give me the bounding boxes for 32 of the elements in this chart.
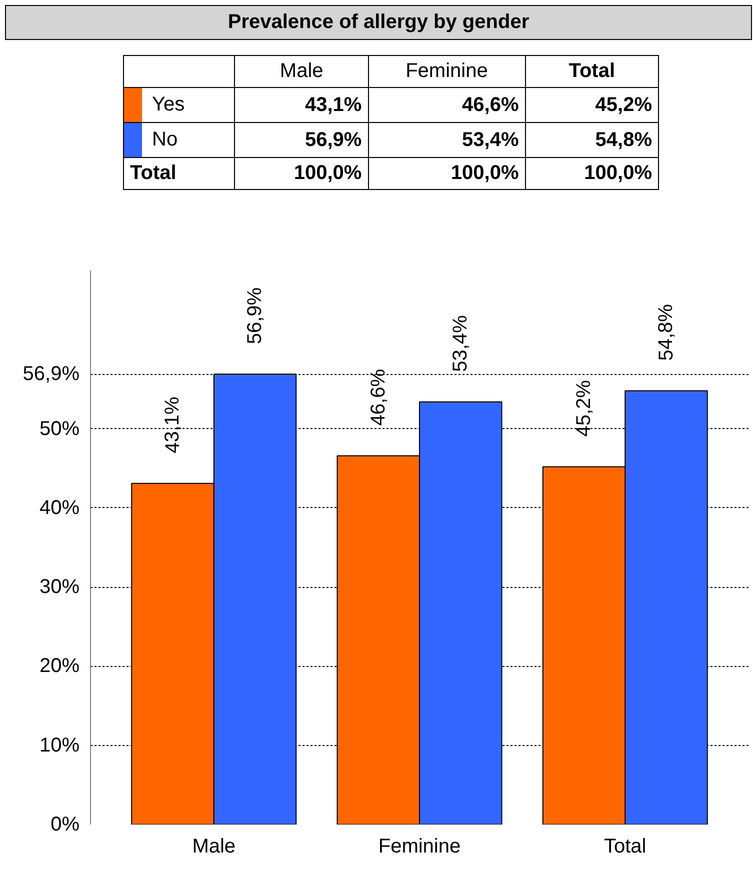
text: 54,8%: [595, 128, 652, 150]
data-label: 43,1%: [162, 396, 184, 454]
chart-title: Prevalence of allergy by gender: [5, 5, 752, 40]
x-tick-label: Total: [604, 836, 646, 858]
text: 45,2%: [595, 94, 652, 116]
legend-label: No: [124, 122, 235, 158]
y-tick-label: 40%: [39, 496, 80, 519]
legend-label: Yes: [124, 88, 235, 122]
data-label: 54,8%: [655, 304, 678, 361]
text: 100,0%: [368, 158, 526, 190]
category-label: Total: [568, 60, 616, 82]
y-tick-label: 56,9%: [22, 363, 80, 386]
data-label: 56,9%: [244, 287, 266, 344]
text: 100,0%: [234, 158, 368, 190]
y-tick-label: 50%: [39, 418, 80, 440]
data-label: 53,4%: [450, 314, 472, 372]
y-tick-label: 30%: [39, 576, 80, 598]
y-tick-label: 0%: [50, 814, 80, 836]
data-label: 45,2%: [573, 380, 595, 437]
text: 100,0%: [525, 158, 658, 190]
x-tick-label: Male: [192, 836, 236, 858]
y-tick-label: 10%: [39, 734, 80, 756]
text: 56,9%: [305, 128, 362, 150]
x-tick-label: Feminine: [378, 836, 461, 858]
y-tick-label: 20%: [39, 655, 80, 678]
data-label: 46,6%: [367, 368, 390, 426]
text: Total: [124, 158, 235, 190]
category-label: Male: [280, 60, 324, 82]
text: 43,1%: [305, 94, 362, 116]
text: 53,4%: [462, 128, 519, 150]
category-label: Feminine: [406, 60, 488, 82]
text: 46,6%: [462, 94, 519, 116]
